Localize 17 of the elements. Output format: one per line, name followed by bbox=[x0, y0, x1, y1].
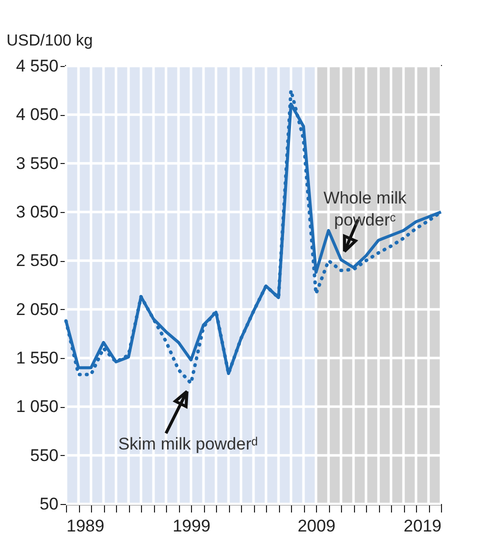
x-tick-label: 2009 bbox=[298, 516, 336, 536]
x-tick-label: 1989 bbox=[66, 516, 104, 536]
x-tick-label: 2019 bbox=[404, 516, 442, 536]
y-tick-label: 2 050 bbox=[16, 300, 58, 319]
y-tick-label: 1 050 bbox=[16, 397, 58, 416]
y-tick-label: 4 050 bbox=[16, 105, 58, 124]
y-axis-title: USD/100 kg bbox=[6, 32, 93, 50]
y-tick-label: 2 550 bbox=[16, 251, 58, 270]
y-tick-label: 3 550 bbox=[16, 154, 58, 173]
y-tick-label: 3 050 bbox=[16, 202, 58, 222]
y-tick-label: 1 550 bbox=[16, 348, 58, 368]
x-tick-label: 1999 bbox=[172, 516, 210, 536]
annotation: Skim milk powderᵈ bbox=[118, 434, 258, 454]
annotation: Whole milk powderᶜ bbox=[323, 188, 408, 230]
y-tick-label: 550 bbox=[30, 446, 58, 465]
y-tick-label: 4 550 bbox=[16, 56, 58, 76]
y-tick-label: 50 bbox=[40, 494, 58, 514]
